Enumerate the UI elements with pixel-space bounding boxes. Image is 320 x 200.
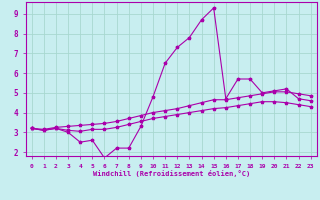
X-axis label: Windchill (Refroidissement éolien,°C): Windchill (Refroidissement éolien,°C) <box>92 170 250 177</box>
